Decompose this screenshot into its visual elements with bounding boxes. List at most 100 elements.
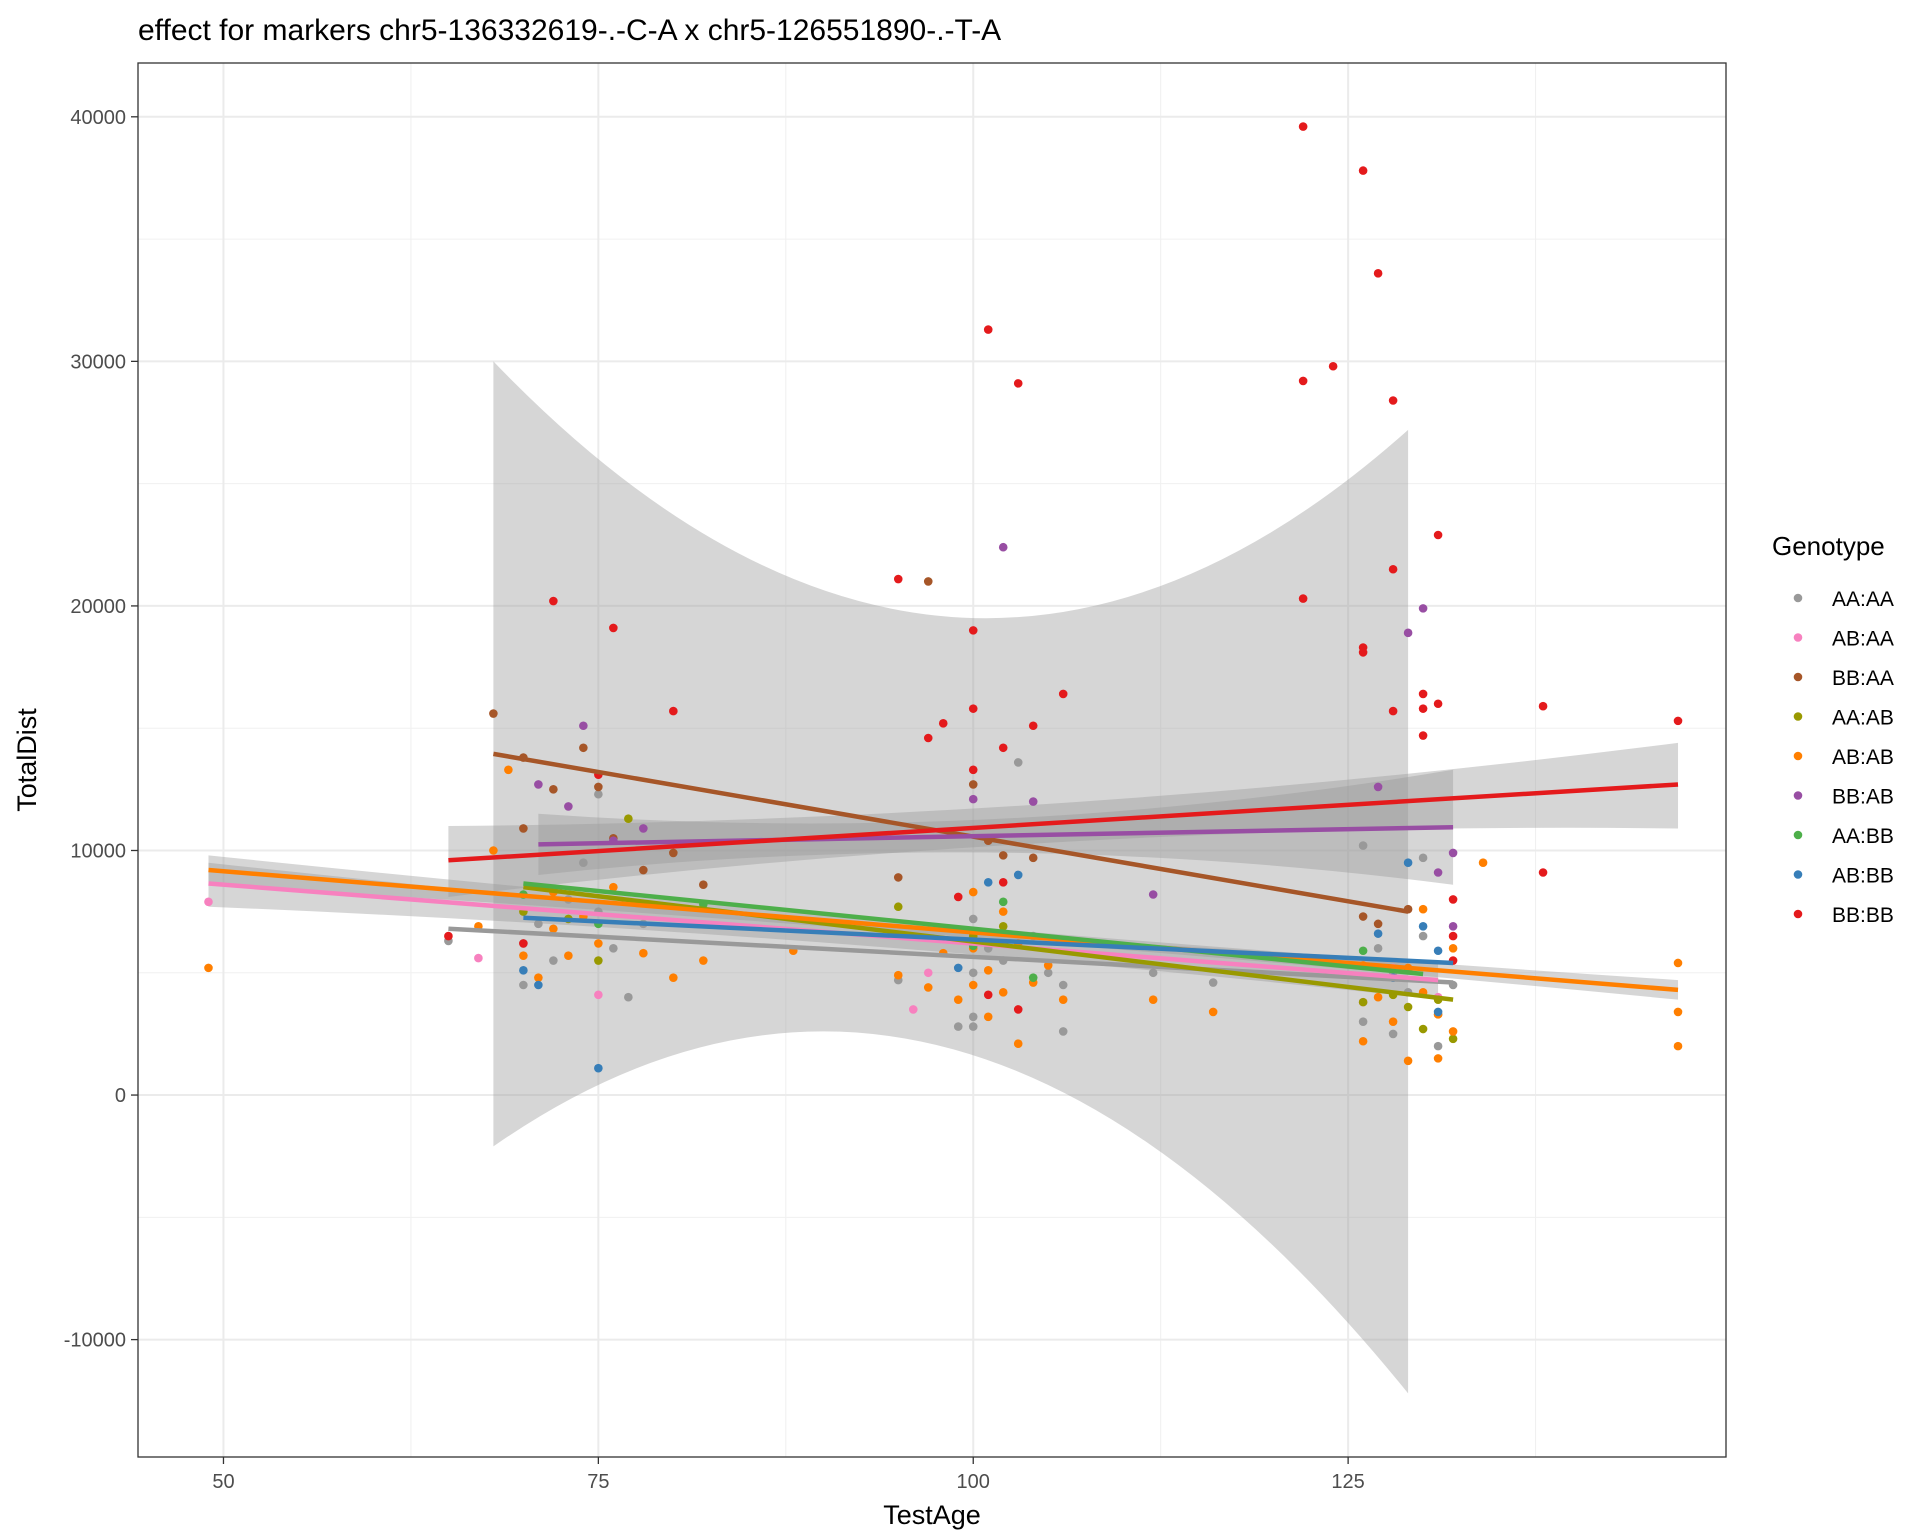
data-point xyxy=(519,824,528,833)
data-point xyxy=(1418,604,1428,613)
data-point xyxy=(1373,929,1383,938)
regression-line xyxy=(523,884,1454,1002)
data-point xyxy=(968,780,978,789)
data-point xyxy=(1058,689,1068,699)
data-point xyxy=(1358,841,1368,850)
data-point xyxy=(1298,376,1308,386)
regression-line xyxy=(448,782,1679,863)
legend-key xyxy=(1793,791,1803,800)
data-point xyxy=(968,980,978,990)
y-axis-title: TotalDist xyxy=(12,708,42,812)
x-tick-label: 100 xyxy=(957,1471,990,1493)
data-point xyxy=(624,992,633,1002)
data-point xyxy=(1403,858,1413,868)
data-point xyxy=(1043,968,1053,978)
data-point xyxy=(1418,922,1428,931)
data-point xyxy=(1418,904,1428,914)
legend-label: BB:AA xyxy=(1832,667,1894,690)
legend-item: AB:AB xyxy=(1793,746,1894,769)
y-tick-label: 10000 xyxy=(70,840,126,862)
data-point xyxy=(1208,1007,1218,1017)
regression-lines xyxy=(208,751,1679,1002)
legend-label: AB:BB xyxy=(1832,865,1894,888)
data-point xyxy=(519,939,528,948)
data-point xyxy=(1208,978,1218,987)
data-point xyxy=(893,970,903,980)
data-point xyxy=(968,968,978,978)
legend-label: AA:AA xyxy=(1832,588,1894,611)
data-point xyxy=(968,704,978,713)
data-point xyxy=(998,743,1008,753)
regression-line xyxy=(448,926,1454,985)
data-point xyxy=(893,574,903,584)
data-point xyxy=(1448,944,1458,953)
legend-label: AA:AB xyxy=(1832,707,1894,730)
regression-line xyxy=(523,915,1454,966)
data-point xyxy=(1433,1054,1443,1063)
data-point xyxy=(1673,1041,1683,1051)
data-point xyxy=(534,980,543,990)
data-point xyxy=(923,577,933,586)
data-point xyxy=(639,948,648,958)
data-point xyxy=(1298,122,1308,131)
x-tick-label: 125 xyxy=(1331,1471,1364,1493)
legend-key xyxy=(1793,909,1803,919)
data-point xyxy=(1433,699,1443,709)
data-point xyxy=(669,848,678,858)
legend-item: BB:BB xyxy=(1793,904,1894,927)
data-point xyxy=(1538,701,1548,711)
y-tick-label: 40000 xyxy=(70,107,126,129)
data-point xyxy=(1418,1024,1428,1034)
data-point xyxy=(983,990,993,1000)
data-point xyxy=(519,980,528,990)
legend-item: BB:AB xyxy=(1793,786,1894,809)
data-point xyxy=(1373,919,1383,929)
y-tick-label: 30000 xyxy=(70,351,126,373)
confidence-band xyxy=(493,361,1409,1394)
data-point xyxy=(1418,931,1428,941)
legend-label: AA:BB xyxy=(1832,825,1894,848)
data-point xyxy=(983,877,993,887)
data-point xyxy=(998,542,1008,552)
data-point xyxy=(1358,1017,1368,1026)
data-point xyxy=(938,719,948,728)
data-point xyxy=(1373,944,1383,953)
data-point xyxy=(579,721,588,731)
data-point xyxy=(998,877,1008,887)
legend-key xyxy=(1793,672,1803,682)
legend-label: BB:AB xyxy=(1832,786,1894,809)
data-point xyxy=(1013,1039,1023,1048)
data-point xyxy=(1388,1017,1398,1026)
legend-key xyxy=(1793,751,1803,761)
data-point xyxy=(1403,1056,1413,1066)
y-tick-label: 0 xyxy=(115,1085,126,1107)
data-point xyxy=(534,973,543,982)
x-tick-label: 75 xyxy=(587,1471,609,1493)
data-point xyxy=(1373,782,1383,792)
data-point xyxy=(1358,648,1368,657)
data-point xyxy=(893,873,903,882)
data-point xyxy=(564,802,573,811)
data-point xyxy=(1388,706,1398,716)
axis-ticks: 50 75 100 125 -10000 0 10000 20000 30000 40000 xyxy=(64,107,1365,1493)
data-point xyxy=(1013,379,1023,388)
legend-key xyxy=(1793,633,1803,642)
data-point xyxy=(1418,689,1428,699)
data-point xyxy=(519,966,528,975)
data-point xyxy=(624,814,633,823)
legend-item: AB:AA xyxy=(1793,628,1894,651)
y-tick-label: -10000 xyxy=(64,1330,126,1352)
data-point xyxy=(1028,853,1038,863)
data-point xyxy=(968,626,978,635)
legend-item: AA:AB xyxy=(1793,707,1894,730)
legend-label: BB:BB xyxy=(1832,904,1894,927)
legend-label: AB:AA xyxy=(1832,628,1894,651)
legend-key xyxy=(1793,830,1803,840)
data-point xyxy=(594,782,603,792)
x-axis-title: TestAge xyxy=(883,1500,981,1530)
plot-border xyxy=(137,62,1727,1458)
confidence-band xyxy=(448,742,1679,897)
data-point xyxy=(609,882,618,892)
